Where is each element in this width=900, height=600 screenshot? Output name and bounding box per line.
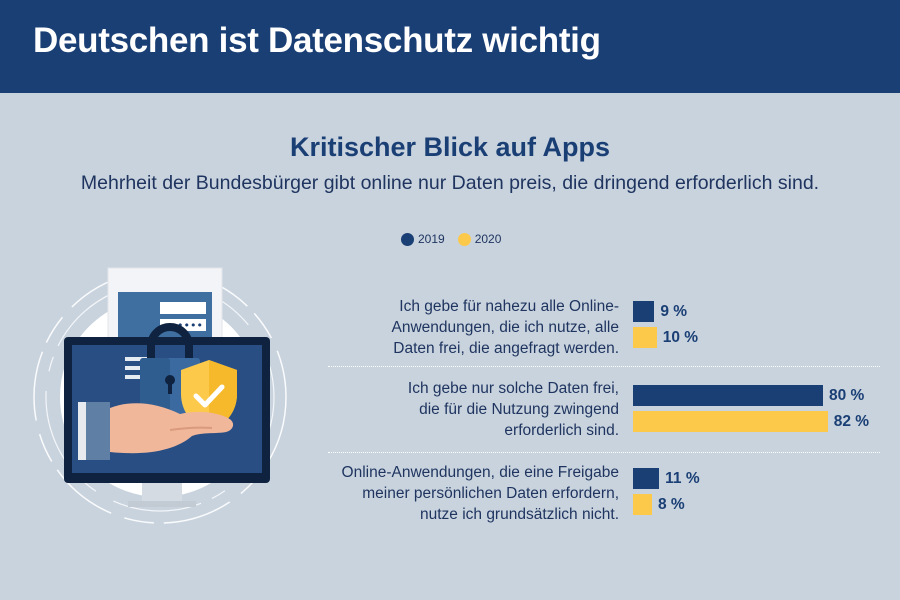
value-label-2019-cat1: 9 % [660, 303, 688, 320]
value-label-2020-cat1: 10 % [662, 329, 699, 346]
legend-swatch-2020 [457, 232, 471, 246]
header-banner: Deutschen ist Datenschutz wichtig [0, 0, 900, 93]
category-label-line: nutze ich grundsätzlich nicht. [419, 506, 619, 523]
value-label-2019-cat2: 80 % [829, 387, 865, 404]
login-form-icon [118, 292, 212, 340]
chart-subtitle: Mehrheit der Bundesbürger gibt online nu… [80, 172, 820, 194]
legend-swatch-2019 [401, 232, 414, 246]
laptop-base-icon [128, 501, 196, 507]
category-label-1: Ich gebe für nahezu alle Online- Anwendu… [299, 296, 620, 359]
category-label-line: Anwendungen, die ich nutze, alle [391, 319, 620, 336]
legend-item-2020: 2020 [457, 232, 502, 246]
bar-2019-cat1 [633, 301, 655, 322]
hand-icon [110, 403, 234, 454]
page-title: Deutschen ist Datenschutz wichtig [33, 21, 601, 60]
category-label-line: die für die Nutzung zwingend [419, 401, 619, 418]
check-icon [193, 384, 225, 408]
chart-title: Kritischer Blick auf Apps [289, 132, 611, 162]
security-illustration: •••••• [33, 267, 287, 524]
value-label-2020-cat2: 82 % [833, 413, 870, 430]
legend-label-2020: 2020 [474, 232, 502, 246]
legend-label-2019: 2019 [418, 232, 445, 246]
category-label-line: meiner persönlichen Daten erfordern, [362, 485, 619, 502]
lock-shackle-icon [147, 323, 193, 358]
chart-legend: 2019 2020 [401, 232, 514, 246]
bar-2020-cat1 [633, 327, 657, 348]
category-label-line: Ich gebe für nahezu alle Online- [399, 298, 619, 315]
row-divider [328, 366, 880, 367]
value-label-2019-cat3: 11 % [665, 470, 700, 487]
category-label-line: Ich gebe nur solche Daten frei, [407, 380, 619, 397]
bar-2019-cat3 [633, 468, 660, 489]
bar-2020-cat3 [633, 494, 652, 515]
bar-2019-cat2 [633, 385, 823, 406]
category-label-2: Ich gebe nur solche Daten frei, die für … [299, 378, 619, 441]
category-label-line: Daten frei, die angefragt werden. [393, 340, 619, 357]
bar-2020-cat2 [633, 411, 828, 432]
legend-item-2019: 2019 [401, 232, 445, 246]
category-label-3: Online-Anwendungen, die eine Freigabe me… [299, 462, 619, 525]
laptop-stand-icon [142, 483, 182, 501]
username-field-icon [160, 302, 206, 314]
value-label-2020-cat3: 8 % [658, 496, 685, 513]
row-divider [328, 452, 880, 453]
category-label-line: Online-Anwendungen, die eine Freigabe [341, 464, 619, 481]
dashed-ring-icon [45, 282, 275, 512]
category-label-line: erforderlich sind. [504, 422, 619, 439]
